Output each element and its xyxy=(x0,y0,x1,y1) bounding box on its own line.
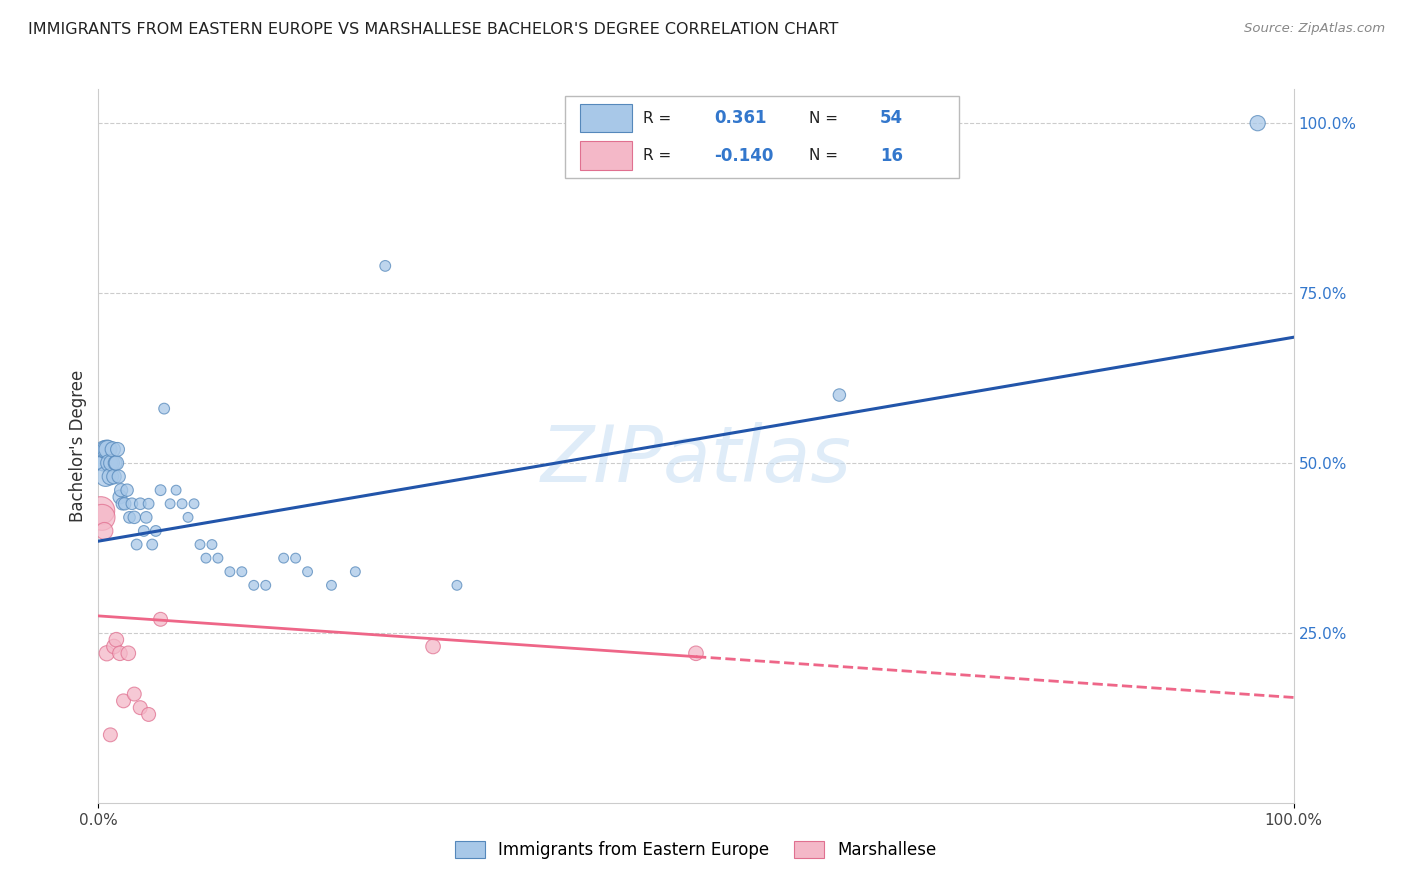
Point xyxy=(124,510,146,524)
FancyBboxPatch shape xyxy=(565,96,959,178)
Text: ZIPatlas: ZIPatlas xyxy=(540,422,852,499)
Point xyxy=(207,551,229,566)
Point xyxy=(108,490,131,504)
Text: 16: 16 xyxy=(880,147,903,165)
Point xyxy=(93,442,115,457)
Point xyxy=(129,497,152,511)
Point xyxy=(105,632,128,647)
Point xyxy=(103,469,125,483)
Text: R =: R = xyxy=(644,148,676,163)
Point xyxy=(273,551,295,566)
Text: N =: N = xyxy=(808,148,844,163)
Y-axis label: Bachelor's Degree: Bachelor's Degree xyxy=(69,370,87,522)
Point xyxy=(219,565,242,579)
Text: -0.140: -0.140 xyxy=(714,147,773,165)
Point xyxy=(112,694,135,708)
Point xyxy=(129,700,152,714)
Point xyxy=(159,497,181,511)
Point xyxy=(105,456,128,470)
Point xyxy=(91,456,114,470)
Point xyxy=(132,524,155,538)
Point xyxy=(177,510,200,524)
Point xyxy=(111,497,134,511)
Point xyxy=(91,510,114,524)
Point xyxy=(828,388,851,402)
Point xyxy=(118,510,141,524)
Point xyxy=(183,497,205,511)
Point xyxy=(194,551,218,566)
Point xyxy=(91,456,114,470)
Point xyxy=(297,565,319,579)
Point xyxy=(93,524,115,538)
Point xyxy=(374,259,396,273)
Text: Source: ZipAtlas.com: Source: ZipAtlas.com xyxy=(1244,22,1385,36)
Point xyxy=(149,612,172,626)
Point xyxy=(107,469,129,483)
Point xyxy=(284,551,307,566)
Point xyxy=(135,510,157,524)
Point xyxy=(108,646,131,660)
Text: IMMIGRANTS FROM EASTERN EUROPE VS MARSHALLESE BACHELOR'S DEGREE CORRELATION CHAR: IMMIGRANTS FROM EASTERN EUROPE VS MARSHA… xyxy=(28,22,838,37)
Point xyxy=(90,503,112,517)
Bar xyxy=(581,103,631,132)
Point xyxy=(685,646,707,660)
Point xyxy=(107,442,129,457)
Point xyxy=(188,537,211,551)
Point xyxy=(165,483,187,498)
Bar xyxy=(581,142,631,170)
Point xyxy=(201,537,224,551)
Point xyxy=(138,707,160,722)
Point xyxy=(117,646,139,660)
Point xyxy=(422,640,444,654)
Point xyxy=(98,456,121,470)
Point xyxy=(141,537,163,551)
Point xyxy=(231,565,253,579)
Point xyxy=(100,456,122,470)
Point xyxy=(96,442,118,457)
Point xyxy=(98,469,122,483)
Point xyxy=(96,646,118,660)
Point xyxy=(121,497,143,511)
Legend: Immigrants from Eastern Europe, Marshallese: Immigrants from Eastern Europe, Marshall… xyxy=(449,834,943,866)
Point xyxy=(138,497,160,511)
Point xyxy=(124,687,146,701)
Point xyxy=(114,497,136,511)
Point xyxy=(101,442,124,457)
Point xyxy=(94,469,117,483)
Point xyxy=(243,578,266,592)
Point xyxy=(1246,116,1268,130)
Point xyxy=(98,728,122,742)
Point xyxy=(344,565,367,579)
Point xyxy=(145,524,167,538)
Text: R =: R = xyxy=(644,111,676,126)
Point xyxy=(125,537,148,551)
Point xyxy=(321,578,343,592)
Point xyxy=(97,442,120,457)
Point xyxy=(149,483,172,498)
Text: N =: N = xyxy=(808,111,844,126)
Point xyxy=(104,456,127,470)
Text: 54: 54 xyxy=(880,109,903,127)
Point xyxy=(446,578,468,592)
Point xyxy=(153,401,176,416)
Text: 0.361: 0.361 xyxy=(714,109,766,127)
Point xyxy=(115,483,138,498)
Point xyxy=(110,483,132,498)
Point xyxy=(103,640,125,654)
Point xyxy=(172,497,194,511)
Point xyxy=(254,578,277,592)
